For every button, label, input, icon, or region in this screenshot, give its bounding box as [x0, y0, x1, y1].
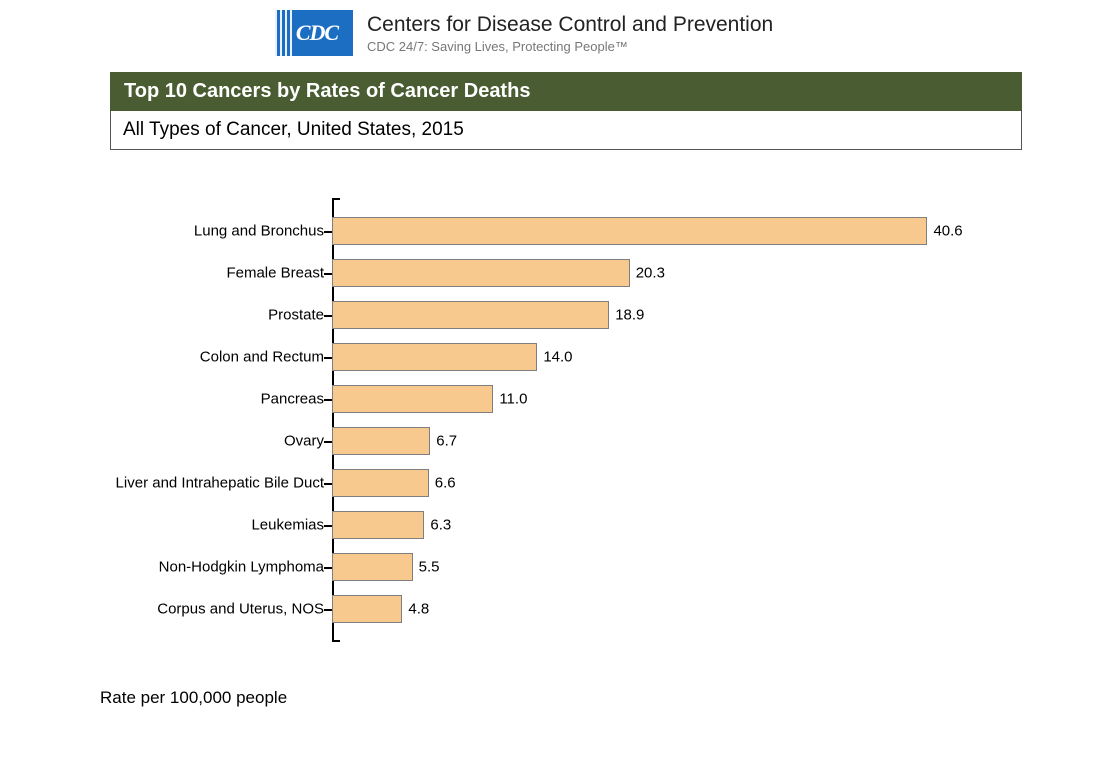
category-label: Non-Hodgkin Lymphoma — [110, 559, 324, 576]
chart-row: Liver and Intrahepatic Bile Duct 6.6 — [110, 469, 1022, 497]
value-label: 11.0 — [499, 391, 527, 408]
value-label: 6.3 — [430, 517, 451, 534]
chart-row: Non-Hodgkin Lymphoma 5.5 — [110, 553, 1022, 581]
bar — [332, 301, 609, 329]
value-label: 18.9 — [615, 307, 644, 324]
chart-title-text: Top 10 Cancers by Rates of Cancer Deaths — [124, 80, 530, 102]
value-label: 6.6 — [435, 475, 456, 492]
value-label: 20.3 — [636, 265, 665, 282]
axis-tick — [324, 273, 332, 275]
category-label: Ovary — [110, 433, 324, 450]
bar — [332, 595, 402, 623]
chart-row: Female Breast 20.3 — [110, 259, 1022, 287]
axis-tick — [324, 609, 332, 611]
bar — [332, 343, 537, 371]
value-label: 40.6 — [933, 223, 962, 240]
cdc-header-text: Centers for Disease Control and Preventi… — [367, 13, 773, 54]
chart-row: Ovary 6.7 — [110, 427, 1022, 455]
chart-area: Lung and Bronchus 40.6 Female Breast 20.3 Pr… — [110, 210, 1022, 670]
bar — [332, 553, 413, 581]
chart-subtitle-bar: All Types of Cancer, United States, 2015 — [110, 111, 1022, 150]
bar — [332, 469, 429, 497]
axis-tick — [324, 357, 332, 359]
chart-row: Prostate 18.9 — [110, 301, 1022, 329]
category-label: Female Breast — [110, 265, 324, 282]
chart-row: Pancreas 11.0 — [110, 385, 1022, 413]
chart-row: Corpus and Uterus, NOS 4.8 — [110, 595, 1022, 623]
bar — [332, 427, 430, 455]
bar — [332, 217, 927, 245]
chart-title-bar: Top 10 Cancers by Rates of Cancer Deaths — [110, 72, 1022, 111]
axis-tick — [324, 315, 332, 317]
value-label: 6.7 — [436, 433, 457, 450]
bar — [332, 511, 424, 539]
cdc-logo-text: CDC — [290, 20, 338, 46]
cdc-header: CDC Centers for Disease Control and Prev… — [275, 10, 1102, 56]
axis-tick — [324, 483, 332, 485]
chart-row: Lung and Bronchus 40.6 — [110, 217, 1022, 245]
axis-tick — [324, 525, 332, 527]
cdc-header-line2: CDC 24/7: Saving Lives, Protecting Peopl… — [367, 39, 773, 54]
bar — [332, 385, 493, 413]
x-axis-label: Rate per 100,000 people — [100, 688, 1102, 708]
value-label: 4.8 — [408, 601, 429, 618]
cdc-logo: CDC — [275, 10, 353, 56]
category-label: Colon and Rectum — [110, 349, 324, 366]
category-label: Prostate — [110, 307, 324, 324]
bar — [332, 259, 630, 287]
axis-tick — [324, 567, 332, 569]
cdc-header-line1: Centers for Disease Control and Preventi… — [367, 13, 773, 37]
category-label: Corpus and Uterus, NOS — [110, 601, 324, 618]
axis-tick — [324, 399, 332, 401]
category-label: Leukemias — [110, 517, 324, 534]
category-label: Liver and Intrahepatic Bile Duct — [110, 475, 324, 492]
category-label: Pancreas — [110, 391, 324, 408]
chart-subtitle-text: All Types of Cancer, United States, 2015 — [123, 119, 464, 140]
chart-row: Colon and Rectum 14.0 — [110, 343, 1022, 371]
value-label: 14.0 — [543, 349, 572, 366]
axis-tick — [324, 231, 332, 233]
category-label: Lung and Bronchus — [110, 223, 324, 240]
value-label: 5.5 — [419, 559, 440, 576]
axis-tick — [324, 441, 332, 443]
chart-row: Leukemias 6.3 — [110, 511, 1022, 539]
